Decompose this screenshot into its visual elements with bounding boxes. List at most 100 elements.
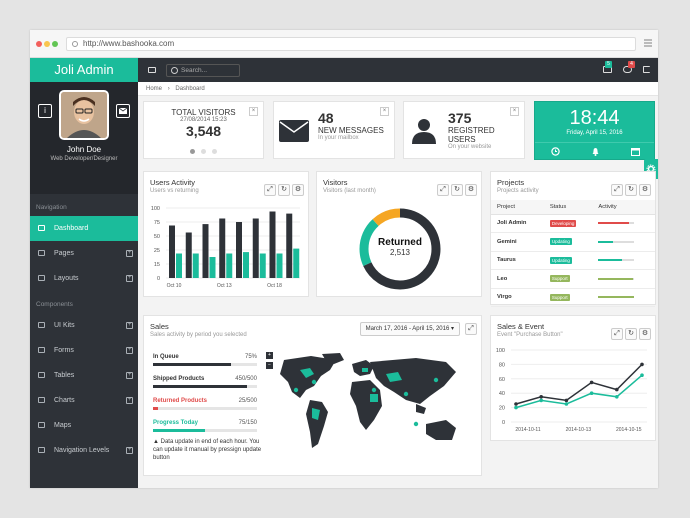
bar[interactable] (293, 248, 300, 278)
close-widget-button[interactable]: × (510, 107, 519, 116)
table-row[interactable]: Gemini Updating (491, 232, 655, 252)
bar[interactable] (209, 257, 216, 278)
daterange-picker[interactable]: March 17, 2016 - April 15, 2016 ▾ (359, 322, 460, 336)
carousel-dot-active[interactable] (190, 149, 195, 154)
files-icon (38, 250, 45, 256)
envelope-icon (279, 120, 309, 142)
refresh-button[interactable]: ↻ (625, 184, 637, 196)
bar[interactable] (202, 224, 209, 278)
calendar-icon[interactable] (631, 147, 640, 156)
data-point[interactable] (539, 395, 543, 399)
data-point[interactable] (589, 380, 594, 385)
address-bar[interactable]: http://www.bashooka.com (66, 37, 636, 51)
bell-icon[interactable] (591, 147, 600, 156)
data-point[interactable] (640, 373, 644, 377)
table-row[interactable]: Taurus Updating (491, 251, 655, 270)
bar[interactable] (286, 213, 293, 278)
data-point[interactable] (615, 387, 619, 392)
data-point[interactable] (589, 391, 594, 395)
bar[interactable] (243, 252, 249, 278)
bar[interactable] (252, 218, 259, 279)
close-dot[interactable] (36, 41, 42, 47)
y-tick-label: 20 (499, 406, 505, 412)
bar[interactable] (269, 211, 276, 279)
close-widget-button[interactable]: × (249, 107, 258, 116)
breadcrumb-home[interactable]: Home (146, 86, 163, 92)
carousel-dot[interactable] (212, 149, 217, 154)
map-zoom-out-button[interactable]: − (266, 362, 273, 369)
maximize-dot[interactable] (52, 41, 58, 47)
settings-button[interactable]: ⚙ (292, 184, 304, 196)
sidebar-item-maps[interactable]: Maps (30, 413, 138, 438)
mail-button[interactable] (116, 104, 130, 118)
minimize-dot[interactable] (44, 41, 50, 47)
bar[interactable] (192, 253, 199, 279)
toggle-sidebar-icon[interactable] (148, 67, 156, 73)
sidebar-item-forms[interactable]: Forms + (30, 338, 138, 363)
data-point[interactable] (564, 402, 569, 406)
sidebar-item-label: Tables (54, 372, 75, 379)
expand-button[interactable]: ⤢ (611, 328, 623, 340)
info-button[interactable]: i (38, 104, 52, 118)
panel-title: Users Activity (150, 178, 196, 187)
browser-menu-icon[interactable] (644, 39, 652, 47)
expand-button[interactable]: ⤢ (264, 184, 276, 196)
refresh-button[interactable]: ↻ (625, 328, 637, 340)
sidebar-item-dashboard[interactable]: Dashboard (30, 216, 138, 241)
sidebar-item-layouts[interactable]: Layouts + (30, 266, 138, 291)
bar[interactable] (236, 222, 242, 278)
bar[interactable] (259, 253, 266, 279)
data-point[interactable] (539, 398, 543, 403)
data-point[interactable] (514, 402, 518, 406)
expand-icon[interactable]: + (126, 347, 133, 354)
map-zoom-in-button[interactable]: + (266, 352, 273, 359)
settings-button[interactable]: ⚙ (639, 184, 651, 196)
expand-icon[interactable]: + (126, 250, 133, 257)
data-point[interactable] (564, 398, 569, 403)
expand-icon[interactable]: + (126, 275, 133, 282)
bar[interactable] (185, 232, 192, 279)
bar[interactable] (226, 253, 233, 279)
expand-button[interactable]: ⤢ (437, 184, 449, 196)
bar[interactable] (169, 225, 175, 279)
expand-icon[interactable]: + (126, 397, 133, 404)
expand-button[interactable]: ⤢ (611, 184, 623, 196)
bar[interactable] (219, 218, 226, 279)
comments-icon[interactable] (623, 66, 632, 73)
sidebar-item-charts[interactable]: Charts + (30, 388, 138, 413)
bar[interactable] (176, 253, 182, 279)
expand-icon[interactable]: + (126, 372, 133, 379)
search-input[interactable]: Search... (166, 64, 240, 77)
visitors-panel: Visitors Visitors (last month) ⤢ ↻ ⚙ Retur… (316, 171, 482, 297)
project-status: Support (543, 288, 593, 307)
project-name: Gemini (491, 232, 544, 252)
progress-label: In Queue (153, 354, 179, 360)
sidebar-item-tables[interactable]: Tables + (30, 363, 138, 388)
clock-icon[interactable] (551, 147, 560, 156)
carousel-dots (144, 141, 263, 159)
data-point[interactable] (514, 405, 518, 410)
table-row[interactable]: Leo Support (491, 269, 655, 289)
refresh-button[interactable]: ↻ (278, 184, 290, 196)
app-logo[interactable]: Joli Admin (30, 58, 138, 82)
data-point[interactable] (615, 395, 619, 399)
carousel-dot[interactable] (201, 149, 206, 154)
expand-icon[interactable]: + (126, 322, 133, 329)
bar[interactable] (276, 253, 283, 279)
sidebar-item-ui-kits[interactable]: UI Kits + (30, 313, 138, 338)
sign-out-icon[interactable] (643, 66, 650, 73)
donut-slice[interactable] (359, 208, 441, 290)
table-row[interactable]: Virgo Support (491, 288, 655, 307)
close-widget-button[interactable]: × (380, 107, 389, 116)
settings-button[interactable]: ⚙ (639, 328, 651, 340)
world-map[interactable]: + − (266, 352, 476, 474)
expand-button[interactable]: ⤢ (465, 323, 477, 335)
sidebar-item-navigation-levels[interactable]: Navigation Levels + (30, 438, 138, 463)
donut-slice[interactable] (359, 208, 441, 290)
expand-icon[interactable]: + (126, 447, 133, 454)
settings-button[interactable]: ⚙ (465, 184, 477, 196)
data-point[interactable] (640, 362, 644, 367)
sidebar-item-pages[interactable]: Pages + (30, 241, 138, 266)
refresh-button[interactable]: ↻ (451, 184, 463, 196)
table-row[interactable]: Joli Admin Developing (491, 214, 655, 233)
